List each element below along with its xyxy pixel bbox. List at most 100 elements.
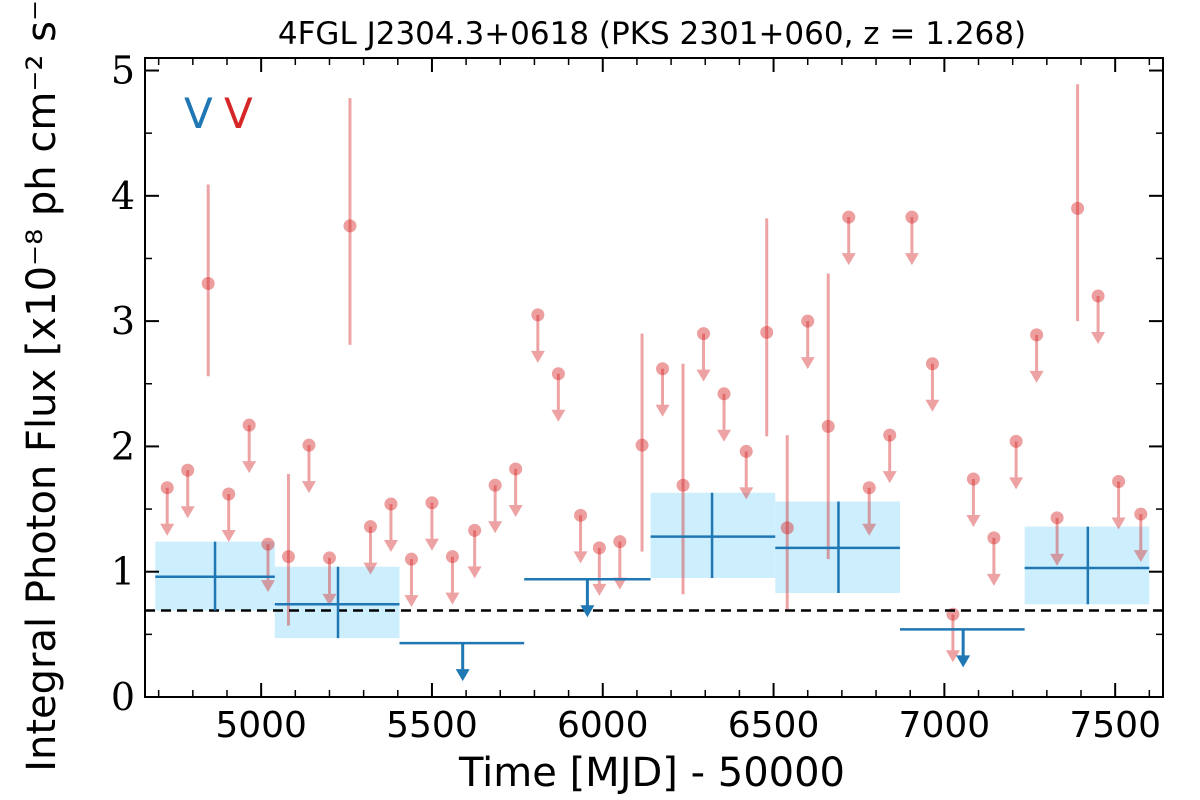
y-tick-label-1: 1	[111, 550, 135, 594]
short-bin-point-31	[801, 314, 815, 328]
short-bin-upper-limit-42	[1029, 334, 1044, 383]
plot-area: 5000 5500 6000 6500 7000 7500 0 1 2 3 4 5	[111, 49, 1164, 746]
short-bin-upper-limit-20	[573, 515, 588, 564]
short-bin-point-11	[384, 497, 398, 511]
short-bin-point-29	[760, 325, 774, 339]
short-bin-upper-limit-27-head	[717, 429, 732, 442]
y-tick-label-3: 3	[111, 299, 135, 343]
short-bin-upper-limit-47-head	[1133, 550, 1148, 563]
short-bin-upper-limit-17-head	[508, 504, 523, 517]
short-bin-upper-limit-10-head	[363, 562, 378, 575]
short-bin-upper-limit-43-head	[1050, 553, 1065, 566]
short-bin-upper-limit-14	[445, 556, 460, 605]
short-bin-point-25	[676, 478, 690, 492]
short-bin-point-34	[862, 481, 876, 495]
short-bin-upper-limit-40-head	[986, 573, 1001, 586]
short-bin-point-3	[222, 487, 236, 501]
short-bin-point-19	[551, 367, 565, 381]
short-bin-upper-limit-3-head	[221, 530, 236, 543]
short-bin-upper-limit-37-head	[925, 399, 940, 412]
short-bin-upper-limit-19-head	[551, 409, 566, 422]
short-bin-upper-limit-40	[986, 537, 1001, 586]
short-bin-upper-limit-46	[1111, 481, 1126, 530]
short-bin-upper-limit-34-head	[862, 523, 877, 536]
short-bin-point-36	[905, 210, 919, 224]
short-bin-upper-limit-38-head	[945, 650, 960, 663]
y-axis-label: Integral Photon Flux [x10⁻⁸ ph cm⁻² s⁻¹]	[19, 0, 65, 772]
short-bin-point-6	[281, 550, 295, 564]
plot-frame	[144, 57, 1164, 698]
short-bin-point-43	[1050, 511, 1064, 525]
x-tick-label-3: 6500	[728, 705, 820, 746]
short-bin-upper-limit-4	[242, 425, 257, 474]
short-bin-upper-limit-35	[882, 435, 897, 484]
short-bin-upper-limit-22-head	[612, 577, 627, 590]
long-bin-upper-limit-2-head	[455, 669, 470, 682]
short-bin-point-9	[343, 219, 357, 233]
short-bin-point-12	[404, 552, 418, 566]
short-bin-upper-limit-20-head	[573, 551, 588, 564]
short-bin-upper-limit-13-head	[424, 538, 439, 551]
short-bin-upper-limit-41-head	[1009, 477, 1024, 490]
short-bin-upper-limit-0-head	[160, 523, 175, 536]
short-bin-point-26	[697, 327, 711, 341]
short-bin-point-39	[966, 472, 980, 486]
short-bin-upper-limit-33-head	[841, 253, 856, 266]
legend-marker-long-bins: V	[184, 89, 213, 138]
short-bin-upper-limit-26-head	[696, 369, 711, 382]
short-bin-upper-limit-18-head	[530, 350, 545, 363]
short-bin-upper-limit-5-head	[260, 580, 275, 593]
long-bin-upper-limit-3	[580, 579, 595, 618]
short-bin-upper-limit-12	[404, 559, 419, 608]
short-bin-upper-limit-43	[1050, 517, 1065, 566]
short-bin-upper-limit-34	[862, 487, 877, 536]
short-bin-point-8	[322, 551, 336, 565]
short-bin-upper-limit-14-head	[445, 592, 460, 605]
short-bin-upper-limit-17	[508, 468, 523, 517]
short-bin-point-13	[425, 496, 439, 510]
short-bin-point-46	[1112, 474, 1126, 488]
short-bin-upper-limit-1-head	[180, 506, 195, 519]
y-tick-label-0: 0	[111, 675, 135, 719]
short-bin-point-28	[739, 444, 753, 458]
short-bin-point-21	[592, 541, 606, 555]
x-axis-label: Time [MJD] - 50000	[458, 750, 845, 796]
short-bin-upper-limit-41	[1009, 441, 1024, 490]
short-bin-upper-limit-45-head	[1091, 332, 1106, 345]
short-bin-point-32	[821, 419, 835, 433]
short-bin-point-0	[160, 481, 174, 495]
short-bin-upper-limit-31-head	[800, 357, 815, 370]
short-bin-upper-limit-27	[717, 393, 732, 442]
short-bin-point-37	[925, 357, 939, 371]
short-bin-upper-limit-42-head	[1029, 370, 1044, 383]
short-bin-upper-limit-19	[551, 373, 566, 422]
short-bin-point-20	[574, 508, 588, 522]
short-bin-upper-limit-21-head	[592, 583, 607, 596]
short-bin-upper-limit-16-head	[488, 521, 503, 534]
short-bin-upper-limit-11-head	[383, 540, 398, 553]
short-bin-point-5	[261, 537, 275, 551]
x-tick-label-1: 5500	[386, 705, 478, 746]
short-bin-upper-limit-22	[612, 541, 627, 590]
x-tick-label-0: 5000	[215, 705, 307, 746]
short-bin-upper-limit-35-head	[882, 471, 897, 484]
short-bin-upper-limit-7	[301, 445, 316, 494]
short-bin-upper-limit-26	[696, 333, 711, 382]
short-bin-upper-limit-7-head	[301, 481, 316, 494]
short-bin-point-47	[1134, 507, 1148, 521]
short-bin-point-10	[363, 520, 377, 534]
short-bin-point-7	[302, 438, 316, 452]
short-bin-upper-limit-8-head	[322, 593, 337, 606]
long-bin-upper-limit-6-head	[956, 655, 971, 668]
short-bin-upper-limit-37	[925, 363, 940, 412]
short-bin-upper-limit-47	[1133, 514, 1148, 563]
short-bin-point-30	[780, 521, 794, 535]
short-bin-upper-limit-13	[424, 502, 439, 551]
short-bin-point-45	[1091, 289, 1105, 303]
legend-marker-short-bins: V	[224, 89, 253, 138]
x-tick-label-4: 7000	[899, 705, 991, 746]
short-bin-point-18	[531, 308, 545, 322]
short-bin-point-24	[656, 362, 670, 376]
short-bin-point-42	[1030, 328, 1044, 342]
